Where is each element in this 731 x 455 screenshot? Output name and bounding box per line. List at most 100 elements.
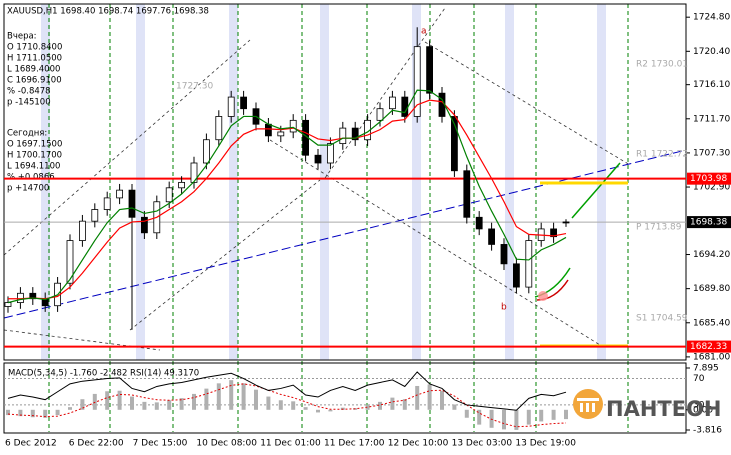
- y-tick-label: 1707.30: [693, 148, 730, 158]
- info-line: O 1710.8400: [7, 43, 62, 53]
- macd-bar: [303, 407, 308, 410]
- macd-bar: [216, 383, 221, 410]
- macd-bar: [514, 409, 519, 430]
- logo-icon: [592, 403, 595, 412]
- macd-bar: [241, 383, 246, 410]
- x-tick-label: 12 Dec 10:00: [388, 439, 449, 449]
- band: [412, 4, 421, 360]
- y-tick-label: 1689.80: [693, 284, 730, 294]
- macd-bar: [502, 409, 506, 430]
- candle-body: [277, 131, 285, 137]
- band: [229, 4, 238, 360]
- info-line: L 1689.4000: [7, 65, 60, 75]
- x-tick-label: 6 Dec 2012: [5, 439, 57, 449]
- band: [41, 4, 50, 360]
- candle-body: [178, 181, 186, 189]
- macd-bar: [117, 390, 122, 410]
- y-tick-label: 1681.00: [693, 352, 730, 362]
- candle-body: [202, 139, 210, 164]
- x-tick-label: 13 Dec 19:00: [515, 439, 576, 449]
- macd-bar: [154, 402, 159, 410]
- candle-body: [140, 216, 148, 234]
- candle-body: [91, 209, 99, 222]
- macd-bar: [378, 401, 382, 410]
- candle-body: [376, 108, 384, 121]
- logo-icon: [580, 403, 583, 412]
- macd-bar: [464, 409, 469, 418]
- y-tick-label: 1716.10: [693, 80, 730, 90]
- candle-body: [4, 302, 12, 307]
- macd-bar: [278, 400, 283, 410]
- candle-body: [116, 189, 123, 199]
- y-tick-label: 1685.40: [693, 318, 730, 328]
- pivot-label: P 1713.89: [636, 223, 682, 233]
- level-box: [687, 340, 731, 353]
- macd-bar: [55, 409, 60, 416]
- channel: [269, 139, 601, 346]
- pivot-label: R1 1722.72: [636, 150, 688, 160]
- candle-body: [79, 220, 86, 241]
- macd-bar: [452, 404, 457, 410]
- info-line: O 1697.1500: [7, 140, 62, 150]
- channel: [129, 179, 321, 331]
- chart-title: XAUUSD,H1 1698.40 1698.74 1697.76 1698.3…: [7, 7, 209, 17]
- moving-average: [8, 99, 567, 300]
- channel: [324, 7, 446, 179]
- info-line: p +14700: [7, 184, 49, 194]
- candle-body: [562, 221, 570, 224]
- macd-bar: [526, 409, 531, 425]
- day-separators: [48, 4, 629, 432]
- band: [505, 4, 514, 360]
- level-label: 1682.33: [690, 342, 727, 352]
- x-tick-label: 7 Dec 15:00: [133, 439, 188, 449]
- rsi-line: [7, 371, 567, 411]
- macd-bar: [328, 409, 333, 412]
- level-box: [687, 216, 731, 229]
- candle-body: [339, 127, 347, 145]
- macd-bar: [167, 400, 172, 410]
- macd-bar: [564, 409, 568, 420]
- candle-body: [413, 46, 421, 117]
- macd-bar: [390, 397, 395, 410]
- macd-bar: [179, 398, 184, 410]
- candle-body: [165, 187, 173, 203]
- candle-body: [289, 119, 297, 133]
- forecast-line: [571, 162, 621, 219]
- candle-body: [550, 228, 557, 238]
- candle-body: [401, 96, 409, 117]
- macd-bar: [402, 399, 407, 410]
- candle-body: [450, 116, 458, 172]
- candle-body: [351, 127, 359, 141]
- x-tick-label: 6 Dec 22:00: [69, 439, 124, 449]
- info-line: Вчера:: [7, 32, 37, 42]
- macd-bar: [427, 384, 432, 410]
- y-tick-label: -3.816: [693, 426, 722, 436]
- logo-icon: [577, 398, 599, 401]
- macd-bar: [477, 409, 482, 425]
- logo-icon: [586, 403, 589, 412]
- info-line: % +0.0866: [7, 173, 55, 183]
- macd-bar: [68, 407, 72, 410]
- candle-body: [103, 197, 111, 210]
- macd-bar: [254, 389, 258, 410]
- candle-body: [426, 46, 434, 94]
- annotation: a: [421, 27, 427, 37]
- macd-bar: [43, 409, 48, 418]
- macd-bar: [6, 409, 10, 416]
- candle-body: [215, 116, 223, 141]
- x-tick-label: 11 Dec 01:00: [260, 439, 321, 449]
- level-label: 1703.98: [690, 174, 727, 184]
- pivot-label: 1727.30: [176, 82, 213, 92]
- candle-body: [16, 292, 24, 304]
- y-tick-label: 1720.40: [693, 47, 730, 57]
- macd-bar: [18, 409, 23, 417]
- marker: [538, 291, 548, 301]
- candle-body: [525, 240, 533, 288]
- macd-bar: [291, 401, 296, 410]
- candle-body: [475, 216, 483, 230]
- macd-bar: [340, 407, 345, 410]
- level-label: 1698.38: [690, 218, 727, 228]
- candle-body: [488, 228, 496, 245]
- macd-bar: [266, 396, 271, 410]
